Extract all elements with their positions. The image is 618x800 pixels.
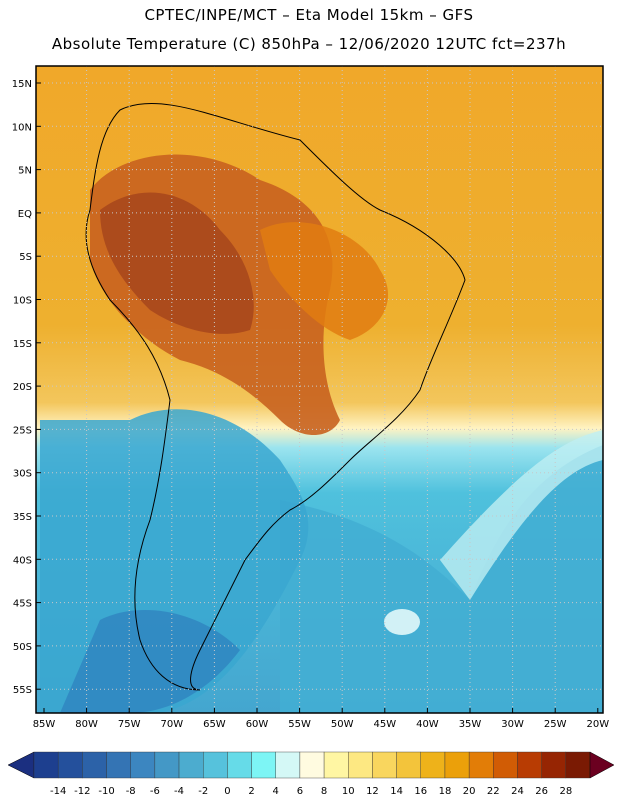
lat-tick-label: 35S: [13, 512, 32, 523]
lon-tick-label: 45W: [373, 719, 396, 730]
continent-outline: [85, 102, 466, 691]
colorbar-label: 24: [511, 786, 524, 797]
lon-tick-label: 65W: [203, 719, 226, 730]
map-frame: [35, 65, 604, 714]
colorbar-label: 8: [321, 786, 327, 797]
lat-tick-label: EQ: [18, 209, 32, 220]
colorbar-swatch: [203, 751, 228, 779]
lon-tick-label: 20W: [586, 719, 609, 730]
colorbar-swatch: [396, 751, 421, 779]
lat-tick-label: 5N: [18, 166, 32, 177]
colorbar-swatch: [275, 751, 301, 779]
colorbar-low-arrow: [7, 751, 35, 779]
colorbar-swatch: [493, 751, 518, 779]
colorbar-label: 14: [390, 786, 403, 797]
lat-tick-label: 40S: [13, 555, 32, 566]
colorbar-swatch: [372, 751, 397, 779]
colorbar-swatch: [420, 751, 446, 779]
colorbar-label: 16: [414, 786, 427, 797]
colorbar-swatch: [130, 751, 156, 779]
lon-tick-label: 80W: [75, 719, 98, 730]
colorbar-label: 4: [273, 786, 279, 797]
colorbar-swatch: [348, 751, 373, 779]
lat-tick-label: 50S: [13, 642, 32, 653]
lon-tick-label: 75W: [118, 719, 141, 730]
colorbar-swatch: [33, 751, 59, 779]
colorbar-swatch: [251, 751, 276, 779]
colorbar-label: -10: [98, 786, 114, 797]
lat-tick-label: 10N: [12, 122, 32, 133]
colorbar-swatch: [178, 751, 204, 779]
colorbar-label: -12: [74, 786, 90, 797]
colorbar-label: 26: [535, 786, 548, 797]
colorbar: -14 -12 -10 -8 -6 -4 -2 0 2 4 6 8 10 12 14 16 18 20 22 24 26…: [7, 751, 615, 797]
colorbar-swatch: [82, 751, 107, 779]
lat-tick-label: 55S: [13, 685, 32, 696]
colorbar-label: 22: [487, 786, 500, 797]
colorbar-label: -2: [198, 786, 208, 797]
colorbar-label: 0: [224, 786, 230, 797]
colorbar-label: 6: [297, 786, 303, 797]
colorbar-label: -14: [50, 786, 66, 797]
colorbar-label: 28: [559, 786, 572, 797]
lon-tick-label: 60W: [246, 719, 269, 730]
lat-tick-label: 45S: [13, 599, 32, 610]
colorbar-swatch: [468, 751, 494, 779]
lon-tick-label: 40W: [416, 719, 439, 730]
lon-tick-label: 50W: [331, 719, 354, 730]
lat-tick-label: 25S: [13, 425, 32, 436]
latitude-axis: 15N 10N 5N EQ 5S 10S 15S 20S 25S 30S 35S 40S 45S 50S 5…: [12, 79, 41, 696]
colorbar-label: -8: [126, 786, 136, 797]
cold-front-band: [440, 430, 603, 600]
cold-eddy: [384, 609, 420, 635]
colorbar-swatch: [299, 751, 325, 779]
map-subtitle: Absolute Temperature (C) 850hPa – 12/06/…: [51, 35, 567, 53]
colorbar-swatch: [57, 751, 83, 779]
lat-tick-label: 15N: [12, 79, 32, 90]
colorbar-label: 20: [463, 786, 476, 797]
lat-tick-label: 30S: [13, 469, 32, 480]
map-title: CPTEC/INPE/MCT – Eta Model 15km – GFS: [144, 6, 474, 24]
colorbar-label: 10: [342, 786, 355, 797]
map-gridlines: [36, 66, 603, 713]
colorbar-swatch: [541, 751, 567, 779]
colorbar-label: 18: [439, 786, 452, 797]
longitude-axis: 85W 80W 75W 70W 65W 60W 55W 50W 45W 40W 35W 30W 25W 2…: [33, 708, 609, 730]
lat-tick-label: 10S: [13, 296, 32, 307]
colorbar-swatch: [106, 751, 131, 779]
lon-tick-label: 85W: [33, 719, 56, 730]
lon-tick-label: 70W: [160, 719, 183, 730]
colorbar-label: -4: [174, 786, 184, 797]
colorbar-swatch: [565, 751, 591, 779]
lon-tick-label: 35W: [459, 719, 482, 730]
lon-tick-label: 25W: [544, 719, 567, 730]
lat-tick-label: 20S: [13, 382, 32, 393]
colorbar-swatch: [517, 751, 542, 779]
colorbar-label: 2: [248, 786, 254, 797]
lon-tick-label: 55W: [288, 719, 311, 730]
colorbar-label: -6: [150, 786, 160, 797]
warm-core-inner: [100, 192, 254, 334]
colorbar-high-arrow: [589, 751, 615, 779]
colorbar-swatch: [154, 751, 180, 779]
warm-plateau: [260, 222, 389, 340]
lat-tick-label: 15S: [13, 339, 32, 350]
colorbar-label: 12: [366, 786, 379, 797]
colorbar-swatch: [323, 751, 349, 779]
lon-tick-label: 30W: [501, 719, 524, 730]
lat-tick-label: 5S: [19, 252, 32, 263]
colorbar-swatch: [227, 751, 252, 779]
colorbar-swatch: [444, 751, 470, 779]
